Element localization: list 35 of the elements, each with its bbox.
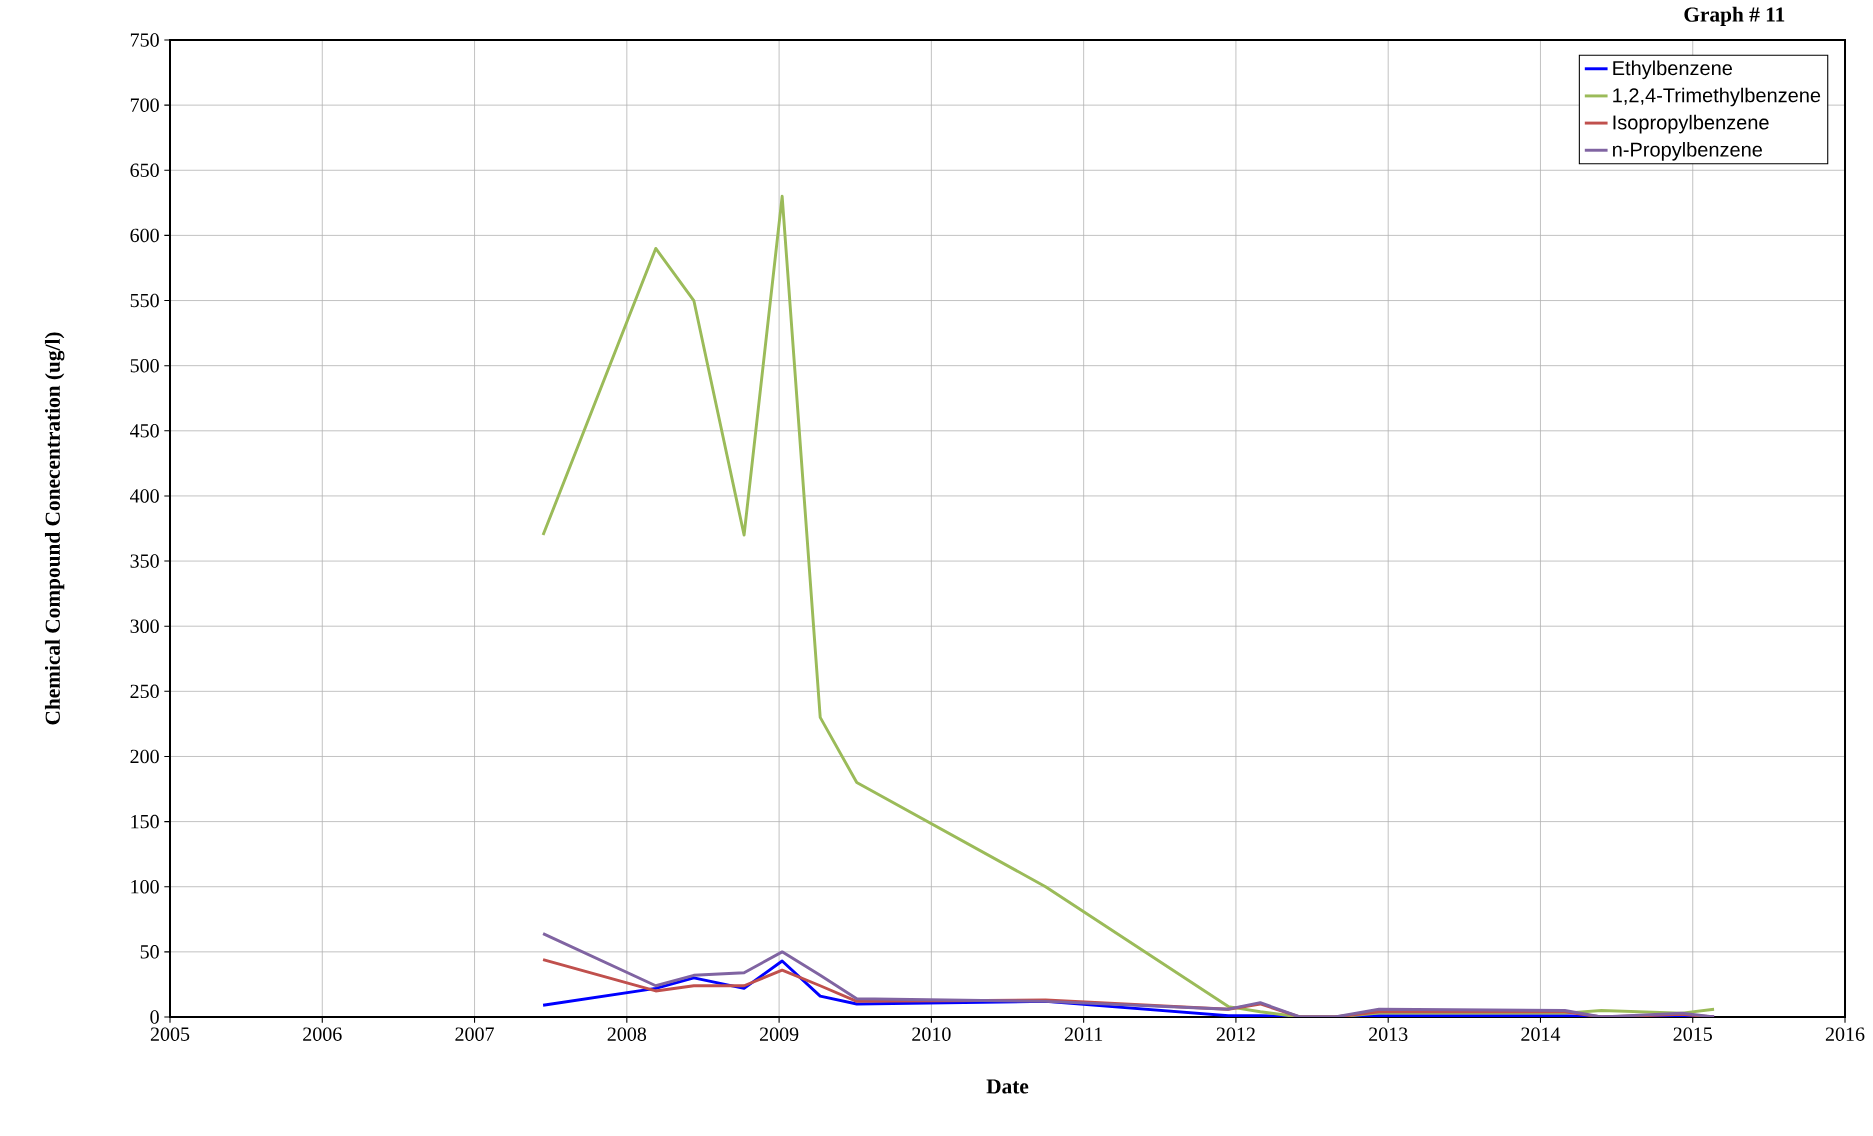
y-tick-label: 650 (130, 163, 159, 178)
y-tick-label: 0 (150, 1010, 159, 1024)
x-tick-label: 2005 (150, 1027, 190, 1041)
y-tick-label: 450 (130, 424, 159, 438)
y-tick-label: 350 (130, 554, 159, 568)
y-tick-label: 200 (130, 749, 159, 764)
x-tick-label: 2008 (607, 1027, 647, 1041)
y-tick-label: 250 (130, 684, 159, 699)
y-tick-label: 600 (130, 228, 159, 243)
x-tick-label: 2010 (912, 1027, 951, 1041)
legend-label: 1,2,4-Trimethylbenzene (1613, 87, 1821, 107)
y-tick-label: 150 (131, 814, 159, 829)
x-axis-title: Date (986, 1079, 1029, 1094)
x-tick-label: 2007 (455, 1027, 494, 1041)
y-tick-label: 50 (140, 945, 159, 959)
x-tick-label: 2015 (1673, 1027, 1712, 1041)
x-tick-label: 2013 (1369, 1027, 1408, 1041)
y-tick-label: 100 (131, 879, 159, 894)
y-tick-label: 700 (130, 98, 159, 112)
x-tick-label: 2012 (1216, 1027, 1255, 1041)
x-tick-label: 2009 (759, 1027, 799, 1041)
y-tick-label: 750 (130, 33, 159, 47)
x-tick-label: 2016 (1825, 1027, 1865, 1041)
legend-label: n-Propylbenzene (1613, 142, 1762, 161)
legend-label: Ethylbenzene (1613, 60, 1732, 80)
y-tick-label: 400 (130, 489, 159, 503)
y-tick-label: 500 (130, 358, 159, 373)
x-tick-label: 2014 (1521, 1027, 1561, 1041)
y-tick-label: 550 (130, 293, 159, 308)
y-tick-label: 300 (130, 619, 159, 633)
x-tick-label: 2011 (1064, 1027, 1103, 1041)
x-tick-label: 2006 (303, 1027, 342, 1041)
chart-title: Graph # 11 (1684, 6, 1785, 27)
y-axis-title: Chemical Compound Conecentration (ug/l) (44, 332, 65, 725)
legend-label: Isopropylbenzene (1613, 114, 1769, 134)
